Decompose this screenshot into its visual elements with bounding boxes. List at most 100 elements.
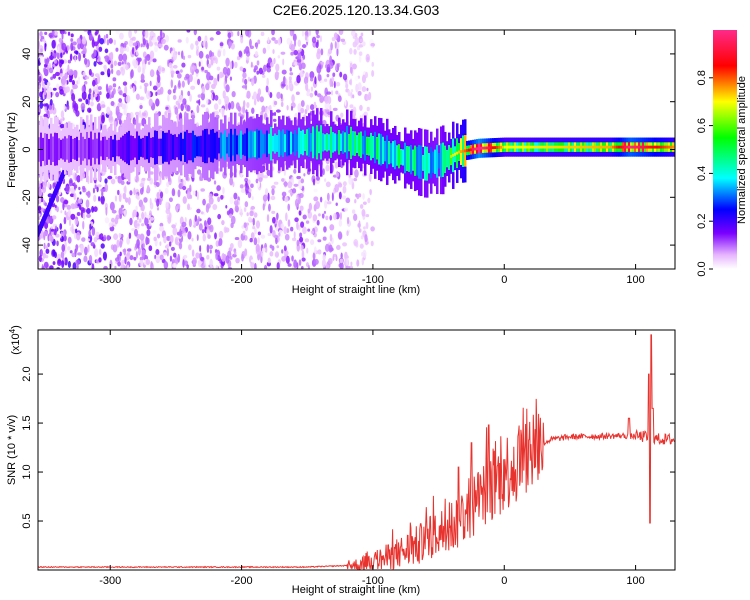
spectrogram-cell xyxy=(103,234,107,241)
spectrogram-cell xyxy=(446,149,449,168)
spectrogram-cell xyxy=(315,200,321,210)
spectrogram-cell xyxy=(346,216,350,225)
spectrogram-cell xyxy=(358,132,361,157)
spectrogram-cell xyxy=(44,133,47,166)
spectrogram-cell xyxy=(296,175,302,180)
spectrogram-cell xyxy=(496,146,499,149)
spectrogram-cell xyxy=(98,234,102,240)
spectrogram-cell xyxy=(171,188,176,197)
spectrogram-cell xyxy=(283,245,287,252)
spectrogram-cell xyxy=(271,30,275,36)
spectrogram-cell xyxy=(310,239,315,246)
spectrogram-cell xyxy=(224,95,230,105)
spectrogram-cell xyxy=(75,50,79,55)
spectrogram-cell xyxy=(349,78,353,86)
spectrogram-cell xyxy=(216,131,219,160)
spectrogram-cell xyxy=(305,82,309,91)
spectrogram-cell xyxy=(201,85,206,94)
spectrogram-cell xyxy=(59,223,63,230)
spectrogram-cell xyxy=(187,54,192,59)
spectrogram-cell xyxy=(319,80,324,84)
spectrogram-cell xyxy=(85,199,90,209)
spectrogram-cell xyxy=(63,234,67,242)
spectrogram-cell xyxy=(125,95,131,103)
spectrogram-cell xyxy=(202,233,207,242)
spectrogram-cell xyxy=(220,194,224,200)
spectrogram-cell xyxy=(214,94,219,101)
spectrogram-cell xyxy=(416,146,419,176)
spectrogram-cell xyxy=(256,129,259,160)
spectrogram-cell xyxy=(323,210,327,214)
spectrogram-cell xyxy=(62,104,66,110)
spectrogram-cell xyxy=(592,145,595,149)
spectrogram-cell xyxy=(89,223,92,231)
spectrogram-cell xyxy=(106,92,110,99)
spectrogram-cell xyxy=(299,205,304,212)
spectrogram-cell xyxy=(608,145,611,149)
spectrogram-cell xyxy=(83,80,88,85)
spectrogram-cell xyxy=(149,171,154,175)
spectrogram-cell xyxy=(191,249,195,257)
spectrogram-cell xyxy=(299,70,304,78)
spectrogram-cell xyxy=(87,244,90,253)
spectrogram-cell xyxy=(600,145,603,149)
spectrogram-cell xyxy=(342,130,345,154)
spectrogram-cell xyxy=(366,56,370,61)
snr-series-line xyxy=(38,334,675,570)
spectrogram-cell xyxy=(186,30,191,33)
spectrogram-cell xyxy=(115,175,118,180)
spectrogram-cell xyxy=(290,131,293,155)
spectrogram-cell xyxy=(58,38,63,43)
spectrogram-cell xyxy=(288,189,294,194)
spectrogram-cell xyxy=(244,78,248,85)
spectrogram-cell xyxy=(414,145,417,176)
spectrogram-cell xyxy=(334,183,339,193)
spectrogram-cell xyxy=(257,88,262,96)
spectrogram-cell xyxy=(51,30,55,37)
spectrogram-cell xyxy=(338,191,342,200)
spectrogram-cell xyxy=(118,139,121,157)
spectrogram-cell xyxy=(267,192,270,202)
spectrogram-cell xyxy=(43,78,47,82)
spectrogram-cell xyxy=(192,257,197,266)
spectrogram-cell xyxy=(392,141,395,168)
spectrogram-cell xyxy=(348,133,351,152)
spectrogram-y-tick-label: 20 xyxy=(21,96,33,108)
spectrogram-cell xyxy=(400,149,403,165)
spectrogram-cell xyxy=(313,104,318,109)
spectrogram-cell xyxy=(139,182,145,188)
spectrogram-cell xyxy=(126,236,131,245)
spectrogram-cell xyxy=(136,131,139,165)
spectrogram-cell xyxy=(590,145,593,149)
spectrogram-cell xyxy=(155,248,160,255)
spectrogram-cell xyxy=(146,184,150,194)
spectrogram-cell xyxy=(62,230,65,237)
spectrogram-cell xyxy=(556,145,559,149)
spectrogram-cell xyxy=(502,145,505,149)
spectrogram-cell xyxy=(276,212,279,220)
spectrogram-cell xyxy=(52,73,57,79)
spectrogram-cell xyxy=(242,134,245,155)
spectrogram-cell xyxy=(352,94,355,99)
spectrogram-cell xyxy=(110,64,114,69)
spectrogram-cell xyxy=(297,103,302,113)
spectrogram-cell xyxy=(76,136,79,161)
spectrogram-cell xyxy=(281,69,287,75)
spectrogram-cell xyxy=(111,209,117,214)
spectrogram-cell xyxy=(212,203,218,211)
spectrogram-cell xyxy=(296,239,300,247)
spectrogram-cell xyxy=(272,135,275,152)
spectrogram-cell xyxy=(275,109,281,113)
spectrogram-cell xyxy=(200,188,205,192)
spectrogram-cell xyxy=(43,67,47,74)
spectrogram-cell xyxy=(325,181,331,188)
spectrogram-cell xyxy=(193,76,199,85)
spectrogram-cell xyxy=(668,145,671,149)
spectrogram-cell xyxy=(252,225,256,230)
spectrogram-cell xyxy=(326,91,332,95)
spectrogram-cell xyxy=(297,39,302,47)
spectrogram-cell xyxy=(313,188,318,193)
spectrogram-cell xyxy=(178,80,181,88)
spectrogram-cell xyxy=(329,104,332,112)
spectrogram-cell xyxy=(218,98,222,105)
